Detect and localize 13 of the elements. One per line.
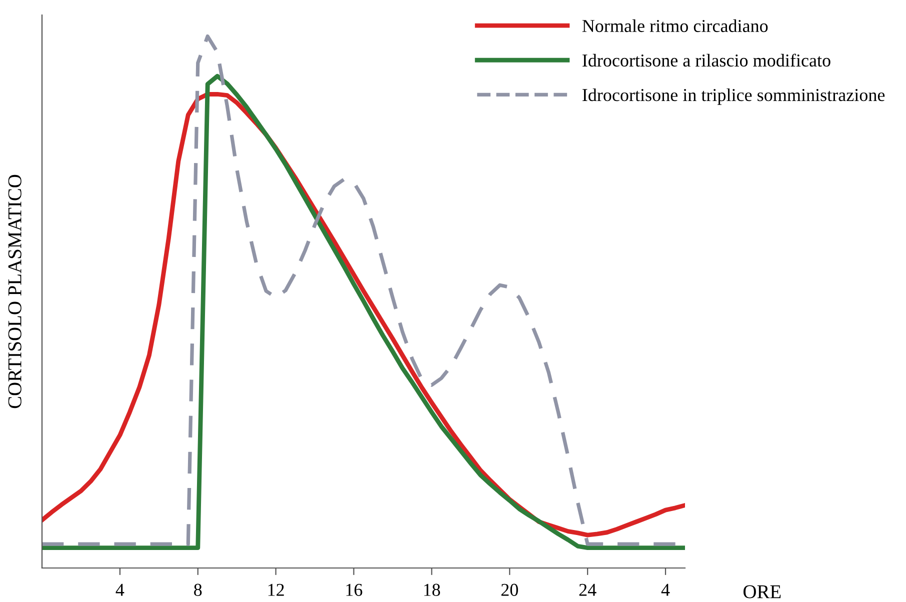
x-tick-label: 18 — [424, 584, 440, 596]
x-tick-label: 4 — [116, 584, 124, 596]
x-tick-label: 24 — [579, 584, 596, 596]
legend-label: Idrocortisone a rilascio modificato — [582, 54, 830, 67]
x-tick-label: 16 — [346, 584, 362, 596]
x-tick-label: 20 — [501, 584, 518, 596]
x-tick-label: 12 — [268, 584, 284, 596]
x-tick-label: 8 — [194, 584, 202, 596]
y-axis-title: CORTISOLO PLASMATICO — [8, 174, 22, 408]
x-tick-label: 4 — [661, 584, 670, 596]
x-axis-title: ORE — [744, 585, 781, 598]
legend-label: Idrocortisone in triplice somministrazione — [582, 88, 885, 105]
legend-label: Normale ritmo circadiano — [582, 19, 768, 32]
